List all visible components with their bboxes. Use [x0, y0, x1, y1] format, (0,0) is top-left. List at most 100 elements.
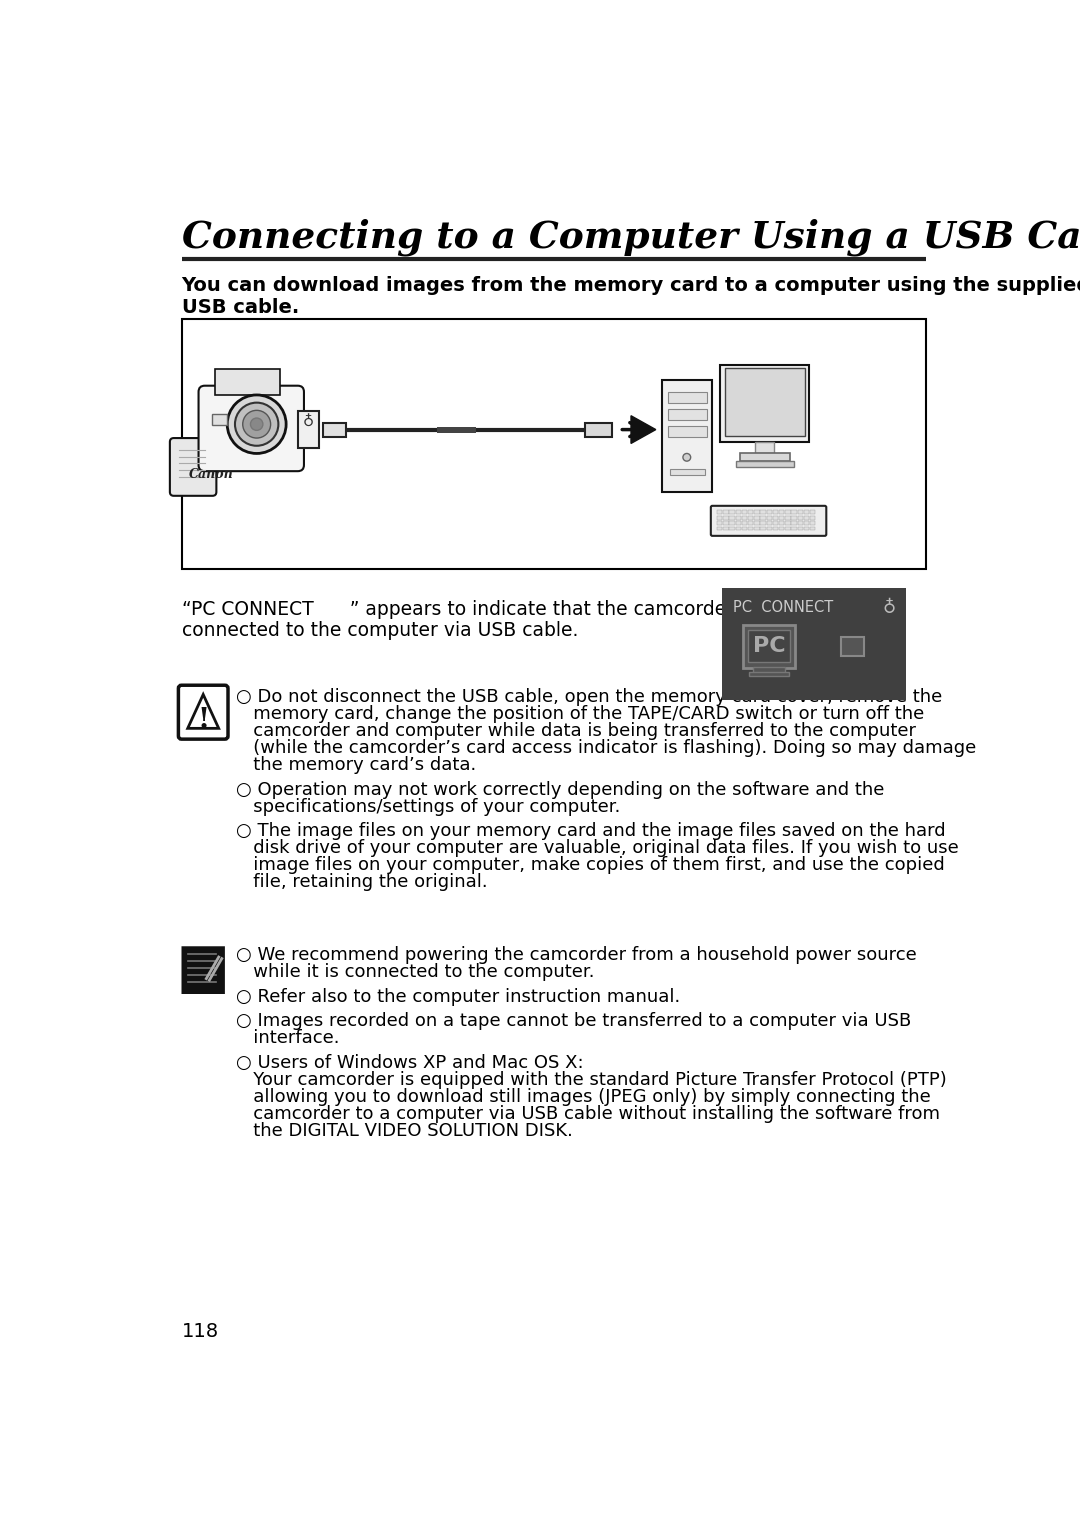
- Bar: [767, 510, 772, 514]
- Bar: [767, 515, 772, 520]
- Text: Connecting to a Computer Using a USB Cable: Connecting to a Computer Using a USB Cab…: [181, 219, 1080, 256]
- Bar: [735, 527, 741, 530]
- FancyBboxPatch shape: [212, 414, 227, 425]
- Bar: [748, 521, 754, 526]
- Bar: [785, 515, 791, 520]
- Bar: [748, 510, 754, 514]
- Bar: [792, 510, 797, 514]
- Text: the memory card’s data.: the memory card’s data.: [235, 756, 476, 774]
- Bar: [742, 515, 747, 520]
- Bar: [735, 521, 741, 526]
- Bar: [729, 527, 734, 530]
- FancyBboxPatch shape: [841, 638, 864, 656]
- Text: ○ We recommend powering the camcorder from a household power source: ○ We recommend powering the camcorder fr…: [235, 946, 917, 964]
- FancyBboxPatch shape: [181, 946, 225, 993]
- Circle shape: [235, 403, 279, 446]
- Bar: [754, 515, 759, 520]
- FancyBboxPatch shape: [743, 625, 795, 668]
- Bar: [717, 521, 723, 526]
- Circle shape: [227, 396, 286, 454]
- FancyBboxPatch shape: [178, 685, 228, 739]
- FancyBboxPatch shape: [323, 423, 346, 437]
- Bar: [810, 510, 815, 514]
- Text: ○ Refer also to the computer instruction manual.: ○ Refer also to the computer instruction…: [235, 987, 680, 1006]
- Text: image files on your computer, make copies of them first, and use the copied: image files on your computer, make copie…: [235, 855, 945, 874]
- Text: specifications/settings of your computer.: specifications/settings of your computer…: [235, 797, 620, 816]
- FancyBboxPatch shape: [753, 667, 785, 673]
- Text: PC: PC: [753, 636, 785, 656]
- FancyBboxPatch shape: [170, 438, 216, 495]
- Bar: [717, 527, 723, 530]
- Text: (while the camcorder’s card access indicator is flashing). Doing so may damage: (while the camcorder’s card access indic…: [235, 739, 976, 757]
- Bar: [792, 521, 797, 526]
- Bar: [760, 515, 766, 520]
- Circle shape: [683, 454, 691, 461]
- Bar: [810, 527, 815, 530]
- Bar: [804, 527, 809, 530]
- Bar: [773, 521, 779, 526]
- Text: ○ The image files on your memory card and the image files saved on the hard: ○ The image files on your memory card an…: [235, 822, 945, 840]
- FancyBboxPatch shape: [755, 442, 774, 454]
- FancyBboxPatch shape: [298, 411, 320, 448]
- FancyBboxPatch shape: [669, 409, 707, 420]
- Text: ○ Do not disconnect the USB cable, open the memory card cover, remove the: ○ Do not disconnect the USB cable, open …: [235, 688, 942, 707]
- Bar: [760, 527, 766, 530]
- Bar: [773, 510, 779, 514]
- Bar: [724, 510, 729, 514]
- Text: ○ Operation may not work correctly depending on the software and the: ○ Operation may not work correctly depen…: [235, 780, 885, 799]
- Bar: [754, 510, 759, 514]
- Polygon shape: [188, 694, 218, 728]
- Bar: [760, 521, 766, 526]
- Polygon shape: [631, 415, 656, 443]
- Text: ♁: ♁: [882, 599, 895, 616]
- FancyBboxPatch shape: [584, 423, 611, 437]
- Bar: [760, 510, 766, 514]
- Bar: [742, 527, 747, 530]
- Text: You can download images from the memory card to a computer using the supplied: You can download images from the memory …: [181, 276, 1080, 296]
- Text: file, retaining the original.: file, retaining the original.: [235, 874, 487, 891]
- FancyBboxPatch shape: [437, 426, 476, 432]
- Text: camcorder to a computer via USB cable without installing the software from: camcorder to a computer via USB cable wi…: [235, 1105, 940, 1122]
- Text: while it is connected to the computer.: while it is connected to the computer.: [235, 963, 594, 981]
- FancyBboxPatch shape: [215, 369, 280, 396]
- Text: !: !: [198, 707, 210, 734]
- Bar: [779, 521, 784, 526]
- FancyBboxPatch shape: [720, 365, 809, 442]
- Bar: [748, 515, 754, 520]
- Bar: [779, 510, 784, 514]
- FancyBboxPatch shape: [670, 469, 704, 475]
- Bar: [804, 510, 809, 514]
- Bar: [785, 510, 791, 514]
- FancyBboxPatch shape: [740, 454, 789, 461]
- Bar: [717, 515, 723, 520]
- Bar: [767, 527, 772, 530]
- Text: USB cable.: USB cable.: [181, 297, 299, 317]
- Bar: [742, 521, 747, 526]
- FancyBboxPatch shape: [748, 671, 789, 676]
- Bar: [773, 515, 779, 520]
- Bar: [729, 521, 734, 526]
- Text: 118: 118: [181, 1321, 218, 1341]
- Bar: [804, 521, 809, 526]
- Text: disk drive of your computer are valuable, original data files. If you wish to us: disk drive of your computer are valuable…: [235, 839, 959, 857]
- Bar: [779, 527, 784, 530]
- Text: interface.: interface.: [235, 1030, 339, 1047]
- Bar: [804, 515, 809, 520]
- FancyBboxPatch shape: [748, 630, 789, 662]
- Bar: [729, 510, 734, 514]
- FancyBboxPatch shape: [721, 589, 906, 701]
- Bar: [798, 527, 804, 530]
- FancyBboxPatch shape: [669, 426, 707, 437]
- Bar: [792, 515, 797, 520]
- Bar: [767, 521, 772, 526]
- Bar: [724, 521, 729, 526]
- Text: Your camcorder is equipped with the standard Picture Transfer Protocol (PTP): Your camcorder is equipped with the stan…: [235, 1072, 946, 1088]
- Bar: [798, 515, 804, 520]
- Bar: [724, 527, 729, 530]
- FancyBboxPatch shape: [711, 506, 826, 537]
- Bar: [785, 521, 791, 526]
- Text: PC  CONNECT: PC CONNECT: [733, 599, 834, 615]
- Bar: [748, 527, 754, 530]
- Bar: [792, 527, 797, 530]
- Circle shape: [251, 419, 262, 431]
